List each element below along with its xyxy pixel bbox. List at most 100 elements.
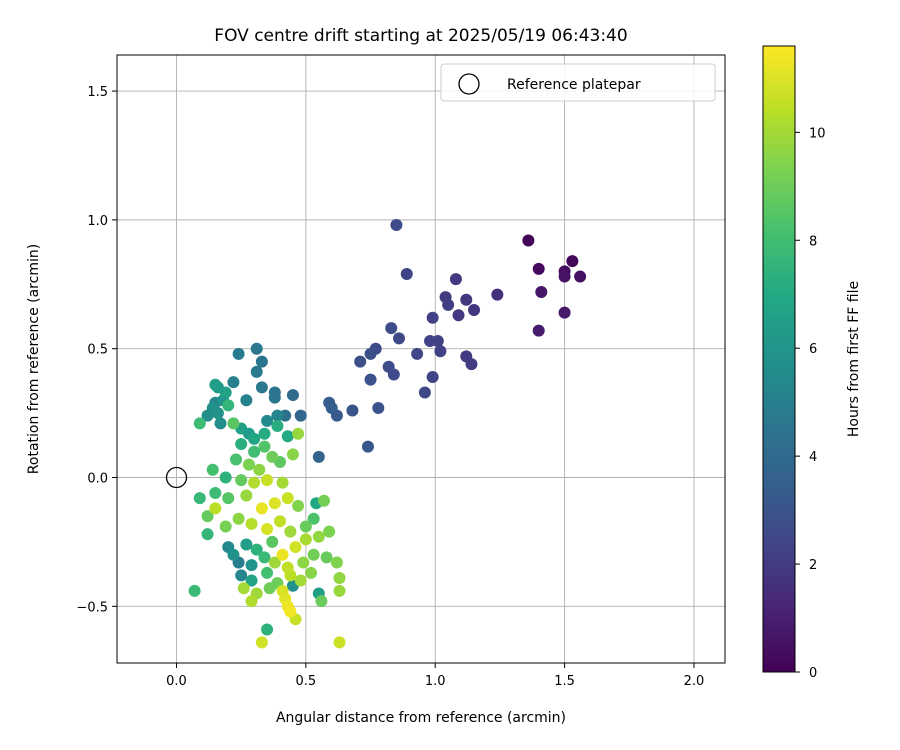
colorbar-ticks: 0 2 4 6 8 10 xyxy=(795,126,826,681)
colorbar: 0 2 4 6 8 10 Hours from first FF file xyxy=(762,45,862,681)
x-tick-label: 1.0 xyxy=(425,674,446,689)
data-point xyxy=(268,556,281,569)
data-point xyxy=(305,566,318,579)
plot-frame xyxy=(116,54,726,664)
data-point xyxy=(232,347,245,360)
data-point xyxy=(315,595,328,608)
data-point xyxy=(312,450,325,463)
x-tick-label: 1.5 xyxy=(554,674,575,689)
data-point xyxy=(258,440,271,453)
data-point xyxy=(364,373,377,386)
data-point xyxy=(248,476,261,489)
data-point xyxy=(424,334,437,347)
data-point xyxy=(333,636,346,649)
data-point xyxy=(273,515,286,528)
data-point xyxy=(281,492,294,505)
data-point xyxy=(219,520,232,533)
data-point xyxy=(261,566,274,579)
data-point xyxy=(268,391,281,404)
data-point xyxy=(323,525,336,538)
legend-label: Reference platepar xyxy=(507,77,641,93)
legend-box xyxy=(440,63,716,102)
data-point xyxy=(307,548,320,561)
colorbar-tick-label: 6 xyxy=(809,342,817,357)
data-point xyxy=(289,541,302,554)
data-point xyxy=(566,255,579,268)
data-point xyxy=(201,528,214,541)
data-point xyxy=(286,448,299,461)
data-point xyxy=(240,394,253,407)
data-point xyxy=(201,510,214,523)
data-point xyxy=(449,273,462,286)
data-point xyxy=(209,502,222,515)
data-point xyxy=(491,288,504,301)
data-point xyxy=(418,386,431,399)
data-point xyxy=(558,270,571,283)
data-point xyxy=(263,582,276,595)
data-point xyxy=(364,347,377,360)
data-point xyxy=(248,432,261,445)
data-point xyxy=(294,409,307,422)
data-point xyxy=(292,499,305,512)
data-point xyxy=(227,548,240,561)
data-point xyxy=(261,474,274,487)
data-point xyxy=(255,381,268,394)
data-point xyxy=(268,497,281,510)
data-point xyxy=(222,399,235,412)
data-point xyxy=(354,355,367,368)
y-axis-label: Rotation from reference (arcmin) xyxy=(26,244,42,474)
data-point xyxy=(255,502,268,515)
data-point xyxy=(361,440,374,453)
data-point xyxy=(292,427,305,440)
data-point xyxy=(193,492,206,505)
data-point xyxy=(242,458,255,471)
colorbar-tick-label: 10 xyxy=(809,126,826,141)
data-point xyxy=(214,417,227,430)
data-point xyxy=(276,548,289,561)
colorbar-tick-label: 4 xyxy=(809,450,817,465)
data-point xyxy=(266,450,279,463)
data-point xyxy=(532,262,545,275)
data-point xyxy=(284,605,297,618)
data-point xyxy=(235,438,248,451)
data-point xyxy=(188,584,201,597)
y-tick-label: 1.5 xyxy=(87,85,108,100)
data-point xyxy=(325,401,338,414)
data-point xyxy=(237,582,250,595)
chart-title: FOV centre drift starting at 2025/05/19 … xyxy=(214,26,627,46)
data-point xyxy=(271,409,284,422)
data-point xyxy=(294,574,307,587)
data-point xyxy=(297,556,310,569)
data-point xyxy=(299,520,312,533)
data-point xyxy=(320,551,333,564)
data-point xyxy=(235,474,248,487)
x-axis-label: Angular distance from reference (arcmin) xyxy=(276,710,566,726)
data-point xyxy=(385,322,398,335)
data-point xyxy=(558,306,571,319)
x-tick-label: 2.0 xyxy=(684,674,705,689)
legend-marker-icon xyxy=(458,73,480,95)
data-point xyxy=(245,559,258,572)
data-point xyxy=(232,512,245,525)
x-tick-label: 0.0 xyxy=(166,674,187,689)
data-point xyxy=(426,311,439,324)
data-point xyxy=(426,371,439,384)
data-point xyxy=(209,378,222,391)
data-point xyxy=(346,404,359,417)
data-point xyxy=(248,445,261,458)
x-axis: 0.0 0.5 1.0 1.5 2.0 xyxy=(166,663,704,689)
data-point xyxy=(574,270,587,283)
data-point xyxy=(330,556,343,569)
data-point xyxy=(535,286,548,299)
data-point xyxy=(253,463,266,476)
data-point xyxy=(255,355,268,368)
data-point xyxy=(393,332,406,345)
data-point xyxy=(193,417,206,430)
data-points xyxy=(188,219,587,649)
data-point xyxy=(307,512,320,525)
data-point xyxy=(434,345,447,358)
data-point xyxy=(227,417,240,430)
data-point xyxy=(281,430,294,443)
